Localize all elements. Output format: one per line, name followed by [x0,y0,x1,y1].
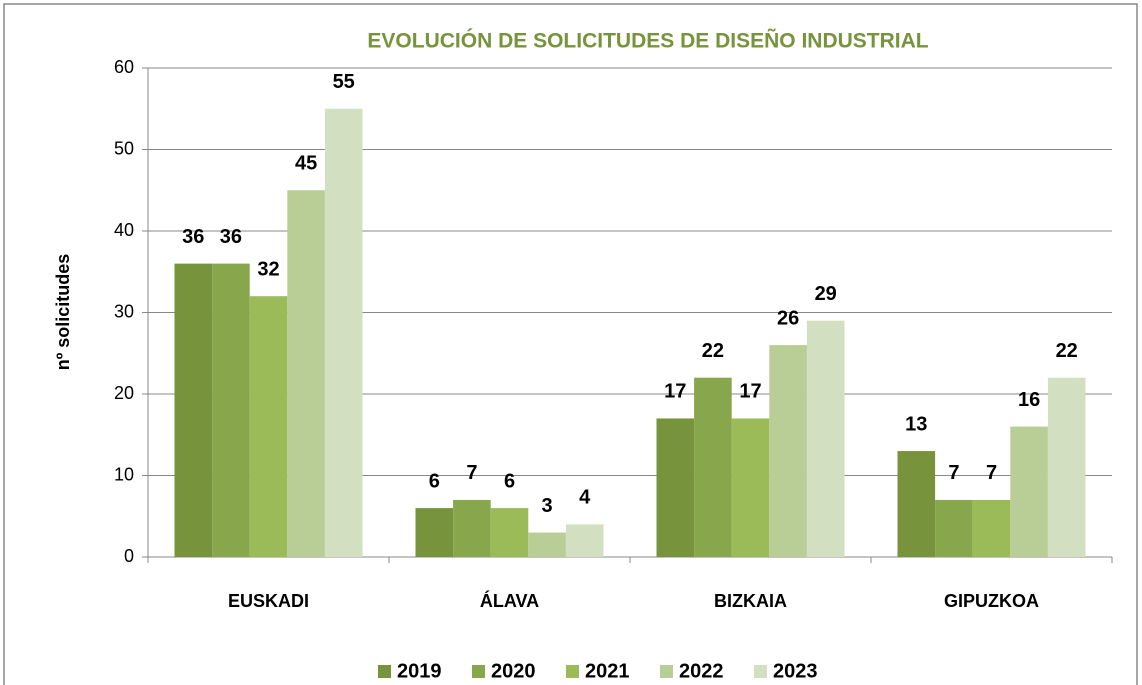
data-label: 29 [815,283,837,305]
bar [897,451,936,557]
y-tick-label: 30 [114,301,134,321]
bar [565,524,604,557]
bar [1047,377,1086,557]
data-label: 17 [739,381,761,403]
data-label: 22 [1056,340,1078,362]
bar [249,296,288,557]
data-label: 22 [702,340,724,362]
x-tick-label: EUSKADI [228,591,309,611]
data-label: 36 [182,226,204,248]
legend-label: 2021 [585,660,630,682]
bar [656,418,695,557]
y-tick-label: 10 [114,464,134,484]
y-tick-label: 0 [124,546,134,566]
bar [972,499,1011,557]
bar [212,263,250,557]
bar [287,190,325,557]
bar [490,508,529,557]
y-tick-label: 60 [114,57,134,77]
bar [174,263,213,557]
legend-swatch [754,665,767,678]
x-tick-label: BIZKAIA [714,591,787,611]
bar [731,418,770,557]
data-label: 16 [1018,389,1040,411]
data-label: 7 [948,462,959,484]
legend-label: 2023 [773,660,818,682]
legend-swatch [566,665,579,678]
bar [694,377,732,557]
legend-swatch [378,665,391,678]
data-label: 13 [905,413,927,435]
x-tick-label: GIPUZKOA [944,591,1039,611]
y-tick-label: 50 [114,138,134,158]
legend-swatch [660,665,673,678]
data-label: 7 [466,462,477,484]
legend-label: 2022 [679,660,724,682]
data-label: 7 [986,462,997,484]
bar [1010,426,1048,557]
legend-label: 2019 [397,660,442,682]
chart-title: EVOLUCIÓN DE SOLICITUDES DE DISEÑO INDUS… [367,29,928,53]
bar [528,532,566,557]
chart-border [3,3,1138,685]
legend-swatch [472,665,485,678]
bar [806,320,845,557]
data-label: 45 [295,153,317,175]
data-label: 36 [220,226,242,248]
y-axis-label: nº solicitudes [53,254,73,371]
y-tick-label: 40 [114,220,134,240]
bar [324,108,363,557]
data-label: 32 [257,258,279,280]
legend-label: 2020 [491,660,536,682]
data-label: 17 [664,381,686,403]
data-label: 26 [777,307,799,329]
y-tick-label: 20 [114,383,134,403]
data-label: 3 [542,495,553,517]
bar [935,499,973,557]
x-tick-label: ÁLAVA [480,590,539,611]
data-label: 6 [429,470,440,492]
bar [453,499,491,557]
data-label: 4 [579,487,591,509]
bar [415,508,454,557]
bar [769,345,807,557]
data-label: 55 [333,71,355,93]
data-label: 6 [504,470,515,492]
